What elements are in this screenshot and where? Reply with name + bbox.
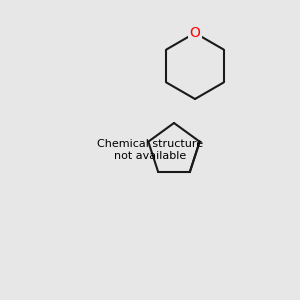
Text: Chemical structure
not available: Chemical structure not available xyxy=(97,139,203,161)
Text: O: O xyxy=(190,26,200,40)
